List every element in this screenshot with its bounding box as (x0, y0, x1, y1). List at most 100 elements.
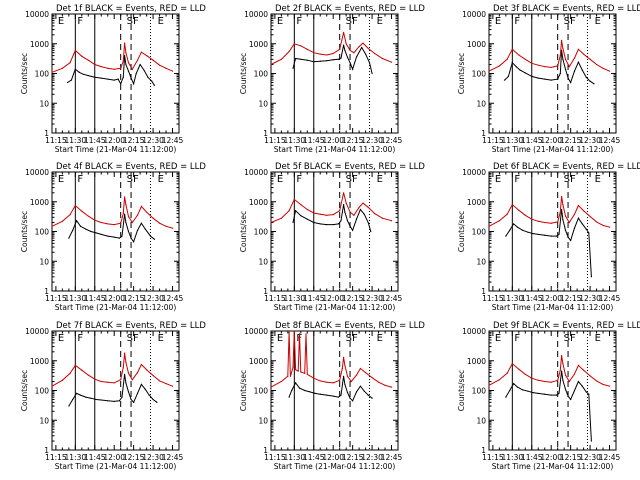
events-data-point (560, 370, 563, 372)
events-data-point (585, 76, 587, 78)
lld-data-point (390, 61, 393, 63)
lld-data-point (559, 54, 561, 57)
lld-data-point (74, 364, 76, 366)
lld-data-point (602, 383, 604, 386)
lld-data-point (346, 375, 349, 377)
x-tick-label: 11:30 (284, 136, 306, 145)
lld-data-point (362, 202, 364, 204)
events-data-point (564, 68, 567, 70)
events-data-point (516, 386, 519, 388)
x-tick-label: 12:30 (142, 453, 164, 462)
lld-data-point (511, 48, 513, 50)
x-axis-label: Start Time (21-Mar-04 11:12:00) (492, 303, 614, 312)
events-data-point (513, 383, 515, 385)
lld-data-point (152, 374, 154, 377)
marker-letter: F (133, 174, 139, 185)
events-data-point (515, 66, 517, 68)
lld-data-point (573, 373, 576, 375)
lld-data-point (390, 220, 393, 222)
x-tick-label: 12:45 (162, 136, 184, 145)
lld-data-point (381, 57, 384, 60)
marker-letter: F (352, 16, 358, 27)
marker-letter: F (570, 174, 576, 185)
y-axis-label: Counts/sec (457, 53, 466, 94)
events-data-point (118, 237, 120, 239)
lld-data-point (293, 43, 295, 45)
y-tick-label: 1 (481, 446, 486, 455)
lld-data-point (589, 375, 591, 377)
lld-data-point (550, 381, 552, 383)
lld-data-point (113, 224, 115, 226)
x-tick-label: 12:45 (599, 453, 621, 462)
lld-series-line (51, 43, 173, 73)
marker-letter: F (77, 174, 83, 185)
marker-letter: E (58, 174, 64, 185)
events-data-point (144, 388, 146, 390)
y-tick-label: 10000 (25, 10, 49, 19)
chart-panel: Det 9f BLACK = Events, RED = LLD 1 10 100 10… (457, 321, 640, 471)
x-axis-label: Start Time (21-Mar-04 11:12:00) (55, 145, 177, 154)
events-data-point (557, 78, 559, 80)
marker-letter: E (495, 174, 501, 185)
marker-letter: F (352, 333, 358, 344)
lld-data-point (280, 217, 282, 219)
events-data-point (567, 236, 569, 238)
y-tick-label: 1000 (30, 357, 49, 366)
lld-data-point (51, 225, 53, 227)
lld-data-point (531, 62, 533, 64)
lld-data-point (131, 379, 133, 381)
events-data-point (314, 392, 316, 394)
events-data-point (564, 388, 567, 390)
events-data-point (349, 225, 351, 227)
x-axis-label: Start Time (21-Mar-04 11:12:00) (274, 303, 396, 312)
y-tick-label: 1 (481, 129, 486, 138)
lld-data-point (107, 381, 109, 383)
lld-data-point (326, 54, 328, 56)
x-axis-label: Start Time (21-Mar-04 11:12:00) (274, 145, 396, 154)
events-data-point (352, 229, 354, 231)
chart-panel: Det 1f BLACK = Events, RED = LLD 1 10 100 10… (20, 4, 206, 154)
y-tick-label: 1000 (467, 198, 486, 207)
lld-data-point (537, 220, 539, 222)
lld-data-point (544, 221, 546, 224)
x-tick-label: 11:45 (521, 136, 543, 145)
events-data-point (355, 391, 358, 393)
lld-data-point (113, 382, 115, 384)
events-data-point (121, 396, 123, 398)
x-tick-label: 12:15 (342, 136, 364, 145)
events-data-point (153, 238, 155, 240)
events-data-point (149, 235, 152, 237)
y-tick-label: 1 (44, 287, 49, 296)
events-data-point (570, 239, 572, 242)
x-tick-label: 12:00 (322, 453, 344, 462)
lld-data-point (297, 370, 299, 372)
events-data-point (156, 401, 158, 403)
y-tick-label: 1000 (467, 40, 486, 49)
lld-data-point (365, 371, 367, 374)
lld-data-point (506, 213, 508, 215)
lld-data-point (127, 215, 130, 218)
chart-panel: Det 5f BLACK = Events, RED = LLD 1 10 100 10… (239, 162, 425, 312)
marker-letter: E (58, 333, 64, 344)
events-data-point (306, 218, 308, 220)
lld-data-point (550, 66, 552, 69)
events-data-point (72, 398, 74, 401)
events-data-point (532, 391, 534, 394)
events-data-point (562, 58, 564, 60)
x-tick-label: 12:00 (103, 294, 125, 303)
events-data-point (130, 398, 132, 401)
events-data-point (581, 223, 583, 225)
lld-data-point (608, 385, 611, 387)
x-tick-label: 12:00 (322, 294, 344, 303)
events-data-point (537, 233, 539, 235)
lld-series-line (488, 40, 610, 72)
lld-data-point (270, 63, 272, 66)
y-tick-label: 10000 (244, 327, 268, 336)
events-data-point (295, 57, 297, 60)
events-data-point (507, 75, 510, 77)
x-tick-label: 12:00 (103, 453, 125, 462)
events-data-point (564, 229, 567, 231)
lld-data-point (81, 210, 83, 212)
marker-letter: F (570, 16, 576, 27)
events-data-point (125, 382, 127, 384)
